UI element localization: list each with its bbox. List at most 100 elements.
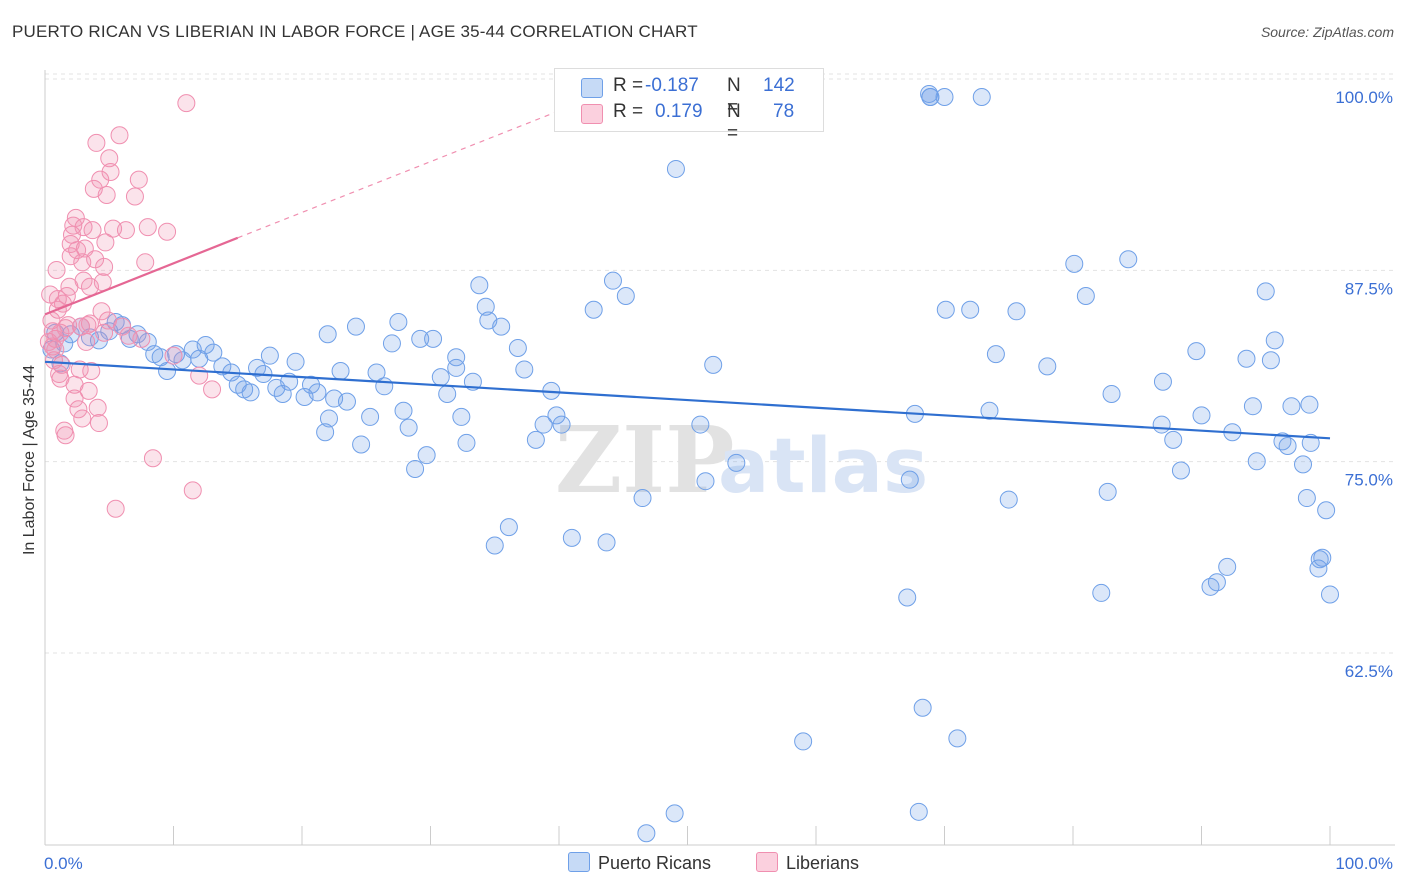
- trend-line-puerto-rican: [44, 360, 1331, 440]
- point-puerto-rican: [476, 297, 495, 316]
- point-puerto-rican: [394, 401, 413, 420]
- point-liberian: [80, 314, 99, 333]
- source-label: Source: ZipAtlas.com: [1260, 24, 1394, 40]
- point-puerto-rican: [961, 300, 980, 319]
- point-liberian: [92, 302, 111, 321]
- point-liberian: [83, 221, 102, 240]
- point-puerto-rican: [1007, 302, 1026, 321]
- legend-r-value: -0.187: [645, 75, 699, 96]
- legend-n-value: 78: [773, 101, 795, 122]
- point-liberian: [164, 346, 183, 365]
- legend-n-value: 142: [763, 75, 795, 96]
- point-puerto-rican: [470, 276, 489, 295]
- point-puerto-rican: [986, 345, 1005, 364]
- point-puerto-rican: [382, 334, 401, 353]
- point-puerto-rican: [1282, 397, 1301, 416]
- point-puerto-rican: [562, 528, 581, 547]
- point-liberian: [88, 398, 107, 417]
- point-puerto-rican: [691, 415, 710, 434]
- point-liberian: [86, 250, 105, 269]
- point-puerto-rican: [1102, 384, 1121, 403]
- point-puerto-rican: [1256, 282, 1275, 301]
- point-liberian: [61, 234, 80, 253]
- point-puerto-rican: [399, 418, 418, 437]
- legend-row-puerto-rican: R = -0.187 N = 142: [555, 75, 823, 118]
- point-puerto-rican: [900, 470, 919, 489]
- point-puerto-rican: [457, 433, 476, 452]
- point-puerto-rican: [260, 346, 279, 365]
- point-puerto-rican: [316, 423, 335, 442]
- point-puerto-rican: [913, 698, 932, 717]
- point-liberian: [39, 332, 58, 351]
- point-puerto-rican: [438, 384, 457, 403]
- point-puerto-rican: [1171, 461, 1190, 480]
- point-puerto-rican: [1265, 331, 1284, 350]
- point-puerto-rican: [597, 533, 616, 552]
- point-puerto-rican: [666, 159, 685, 178]
- point-puerto-rican: [1301, 433, 1320, 452]
- point-puerto-rican: [213, 357, 232, 376]
- point-puerto-rican: [1187, 342, 1206, 361]
- point-puerto-rican: [1201, 577, 1220, 596]
- point-puerto-rican: [1278, 436, 1297, 455]
- point-puerto-rican: [920, 84, 939, 103]
- point-puerto-rican: [1164, 430, 1183, 449]
- point-puerto-rican: [1076, 286, 1095, 305]
- point-puerto-rican: [158, 361, 177, 380]
- point-puerto-rican: [603, 271, 622, 290]
- point-puerto-rican: [241, 383, 260, 402]
- point-puerto-rican: [1218, 557, 1237, 576]
- point-liberian: [129, 170, 148, 189]
- point-puerto-rican: [337, 392, 356, 411]
- y-axis-label: In Labor Force | Age 35-44: [21, 364, 38, 556]
- point-puerto-rican: [361, 407, 380, 426]
- point-puerto-rican: [319, 409, 338, 428]
- point-puerto-rican: [447, 348, 466, 367]
- point-puerto-rican: [318, 325, 337, 344]
- point-liberian: [177, 94, 196, 113]
- point-puerto-rican: [972, 88, 991, 106]
- point-puerto-rican: [1310, 550, 1329, 569]
- point-puerto-rican: [1092, 583, 1111, 602]
- point-liberian: [203, 380, 222, 399]
- point-puerto-rican: [999, 490, 1018, 509]
- legend-row-liberian: R = 0.179 N = 78: [555, 101, 823, 144]
- legend-item-liberians[interactable]: Liberians: [756, 852, 859, 874]
- legend-swatch: [581, 78, 603, 98]
- point-puerto-rican: [1207, 573, 1226, 592]
- point-puerto-rican: [1309, 559, 1328, 578]
- legend-item-puerto-ricans[interactable]: Puerto Ricans: [568, 852, 711, 874]
- point-puerto-rican: [375, 377, 394, 396]
- point-puerto-rican: [909, 802, 928, 821]
- point-puerto-rican: [1297, 489, 1316, 508]
- point-liberian: [158, 222, 177, 241]
- point-puerto-rican: [406, 459, 425, 478]
- point-puerto-rican: [55, 334, 74, 353]
- point-liberian: [56, 426, 75, 445]
- legend-swatch: [568, 852, 590, 872]
- legend-swatch: [756, 852, 778, 872]
- point-liberian: [106, 499, 125, 518]
- point-puerto-rican: [508, 339, 527, 358]
- point-puerto-rican: [411, 329, 430, 348]
- y-tick-label: 100.0%: [1335, 88, 1393, 107]
- point-liberian: [59, 316, 78, 335]
- point-liberian: [138, 218, 157, 237]
- point-liberian: [96, 233, 115, 252]
- point-liberian: [132, 329, 151, 348]
- point-liberian: [113, 317, 132, 336]
- point-puerto-rican: [552, 415, 571, 434]
- point-puerto-rican: [1237, 349, 1256, 368]
- legend-swatch: [581, 104, 603, 124]
- legend-r-label: R =: [613, 75, 644, 96]
- point-liberian: [65, 389, 84, 408]
- point-liberian: [89, 414, 108, 433]
- point-liberian: [82, 361, 101, 380]
- point-puerto-rican: [616, 286, 635, 305]
- trend-line-liberian: [44, 236, 239, 316]
- y-tick-label: 87.5%: [1345, 279, 1393, 298]
- legend-n-label: N =: [727, 75, 741, 118]
- point-puerto-rican: [308, 383, 327, 402]
- point-puerto-rican: [980, 401, 999, 420]
- point-puerto-rican: [584, 300, 603, 319]
